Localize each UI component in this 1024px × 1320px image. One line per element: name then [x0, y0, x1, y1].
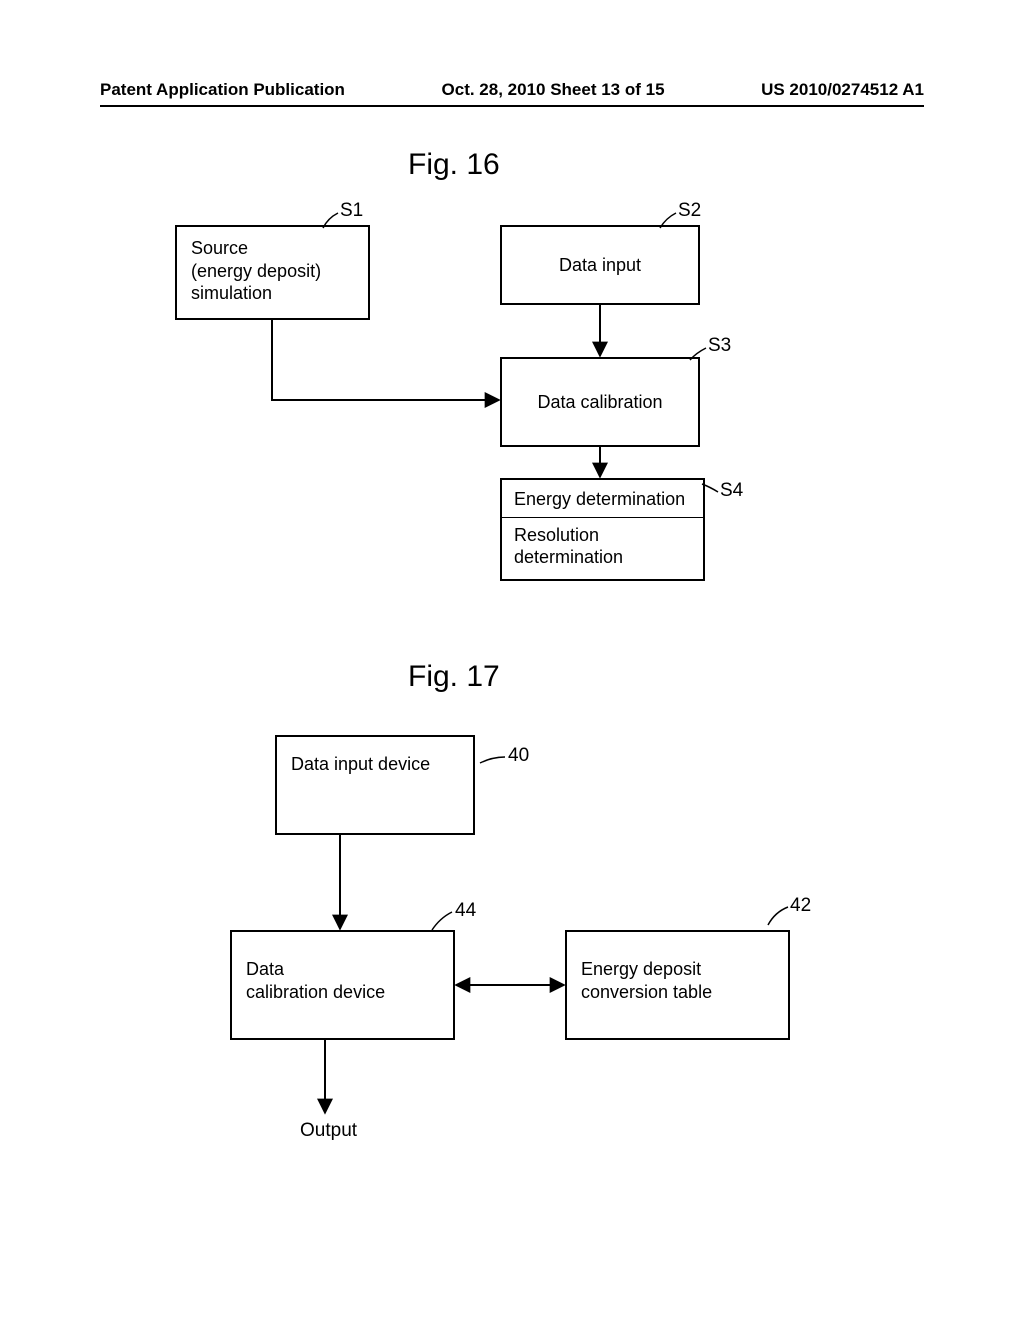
leader-42 [768, 907, 788, 925]
fig17-box-44: Data calibration device [230, 930, 455, 1040]
fig17-label-44: 44 [455, 900, 476, 922]
fig16-s1-line3: simulation [191, 282, 354, 305]
fig16-label-s3: S3 [708, 335, 731, 357]
fig17-box-42: Energy deposit conversion table [565, 930, 790, 1040]
leader-40 [480, 757, 505, 763]
fig16-box-s2: Data input [500, 225, 700, 305]
fig17-44-line2: calibration device [246, 981, 439, 1004]
fig16-box-s1: Source (energy deposit) simulation [175, 225, 370, 320]
fig16-s4-line3: determination [514, 546, 691, 569]
leader-44 [432, 912, 452, 930]
fig17-leaders [432, 757, 788, 930]
fig16-box-s4: Energy determination Resolution determin… [500, 478, 705, 581]
arrow-s1-s3 [272, 320, 498, 400]
header-right: US 2010/0274512 A1 [761, 80, 924, 100]
fig16-box-s3: Data calibration [500, 357, 700, 447]
fig16-s4-divider [502, 517, 703, 518]
fig17-title: Fig. 17 [408, 660, 500, 694]
fig17-label-40: 40 [508, 745, 529, 767]
header-center: Oct. 28, 2010 Sheet 13 of 15 [442, 80, 665, 100]
fig16-label-s2: S2 [678, 200, 701, 222]
fig16-label-s1: S1 [340, 200, 363, 222]
page: Patent Application Publication Oct. 28, … [0, 0, 1024, 1320]
fig17-40-text: Data input device [291, 753, 430, 776]
fig17-label-42: 42 [790, 895, 811, 917]
fig17-box-40: Data input device [275, 735, 475, 835]
page-header: Patent Application Publication Oct. 28, … [0, 80, 1024, 100]
header-left: Patent Application Publication [100, 80, 345, 100]
header-rule [100, 105, 924, 107]
fig16-s3-text: Data calibration [537, 391, 662, 414]
fig17-output-text: Output [300, 1120, 357, 1142]
fig16-s4-line1: Energy determination [514, 488, 691, 511]
fig16-s1-line2: (energy deposit) [191, 260, 354, 283]
fig17-42-line1: Energy deposit [581, 958, 774, 981]
fig16-s2-text: Data input [559, 254, 641, 277]
fig16-s1-line1: Source [191, 237, 354, 260]
fig17-42-line2: conversion table [581, 981, 774, 1004]
fig16-s4-line2: Resolution [514, 524, 691, 547]
fig16-title: Fig. 16 [408, 148, 500, 182]
connector-layer [0, 0, 1024, 1320]
fig17-44-line1: Data [246, 958, 439, 981]
fig16-label-s4: S4 [720, 480, 743, 502]
